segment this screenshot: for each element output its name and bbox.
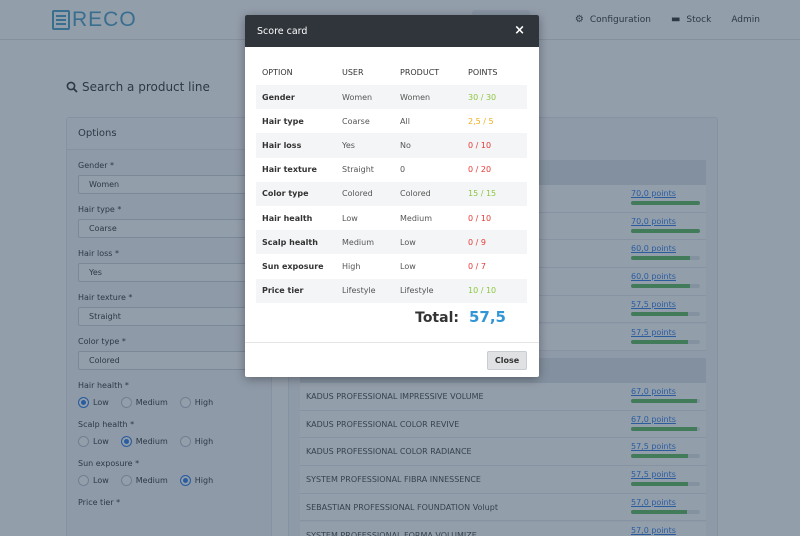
product-cell: Lifestyle <box>400 286 434 296</box>
table-row: Price tier Lifestyle Lifestyle 10 / 10 <box>256 278 527 303</box>
user-cell: High <box>342 261 361 271</box>
points-cell: 0 / 10 <box>468 140 492 150</box>
option-cell: Price tier <box>262 286 304 296</box>
total-label: Total: <box>415 310 459 326</box>
table-row: Hair health Low Medium 0 / 10 <box>256 206 527 230</box>
col-option: OPTION <box>262 67 293 77</box>
product-cell: Low <box>400 237 416 247</box>
user-cell: Lifestyle <box>342 286 376 296</box>
col-user: USER <box>342 67 364 77</box>
product-cell: All <box>400 116 410 126</box>
user-cell: Medium <box>342 237 374 247</box>
modal-title: Score card <box>257 25 308 37</box>
option-cell: Color type <box>262 189 309 199</box>
product-cell: Low <box>400 261 416 271</box>
product-cell: Colored <box>400 189 431 199</box>
table-row: Hair loss Yes No 0 / 10 <box>256 133 527 158</box>
table-row: Gender Women Women 30 / 30 <box>256 85 527 110</box>
close-icon[interactable]: × <box>514 23 525 38</box>
user-cell: Colored <box>342 189 373 199</box>
option-cell: Scalp health <box>262 237 318 247</box>
points-cell: 0 / 7 <box>468 261 486 271</box>
option-cell: Hair texture <box>262 165 317 175</box>
product-cell: 0 <box>400 165 406 175</box>
table-row: Hair type Coarse All 2,5 / 5 <box>256 109 527 133</box>
close-button[interactable]: Close <box>487 351 527 370</box>
modal-header: Score card × <box>245 15 539 47</box>
product-cell: Medium <box>400 213 432 223</box>
col-product: PRODUCT <box>400 67 440 77</box>
user-cell: Coarse <box>342 116 370 126</box>
table-row: Sun exposure High Low 0 / 7 <box>256 254 527 278</box>
col-points: POINTS <box>468 67 498 77</box>
points-cell: 0 / 20 <box>468 165 492 175</box>
option-cell: Hair type <box>262 116 304 126</box>
total-value: 57,5 <box>468 308 506 326</box>
table-row: Hair texture Straight 0 0 / 20 <box>256 158 527 182</box>
score-table: OPTION USER PRODUCT POINTS Gender Women Wo… <box>256 59 527 303</box>
product-cell: Women <box>400 92 431 102</box>
points-cell: 15 / 15 <box>468 189 497 199</box>
option-cell: Hair loss <box>262 140 302 150</box>
table-row: Scalp health Medium Low 0 / 9 <box>256 230 527 255</box>
user-cell: Low <box>342 213 358 223</box>
total-score: Total: 57,5 <box>415 308 506 326</box>
table-header: OPTION USER PRODUCT POINTS <box>256 59 527 85</box>
score-card-modal: Score card × OPTION USER PRODUCT POINTS … <box>245 15 539 377</box>
user-cell: Women <box>342 92 373 102</box>
table-row: Color type Colored Colored 15 / 15 <box>256 181 527 206</box>
option-cell: Sun exposure <box>262 261 324 271</box>
points-cell: 0 / 10 <box>468 213 492 223</box>
points-cell: 0 / 9 <box>468 237 486 247</box>
points-cell: 2,5 / 5 <box>468 116 494 126</box>
modal-footer: Close <box>245 342 539 377</box>
option-cell: Hair health <box>262 213 313 223</box>
product-cell: No <box>400 140 411 150</box>
user-cell: Yes <box>342 140 355 150</box>
points-cell: 10 / 10 <box>468 286 497 296</box>
option-cell: Gender <box>262 92 295 102</box>
points-cell: 30 / 30 <box>468 92 497 102</box>
user-cell: Straight <box>342 165 374 175</box>
